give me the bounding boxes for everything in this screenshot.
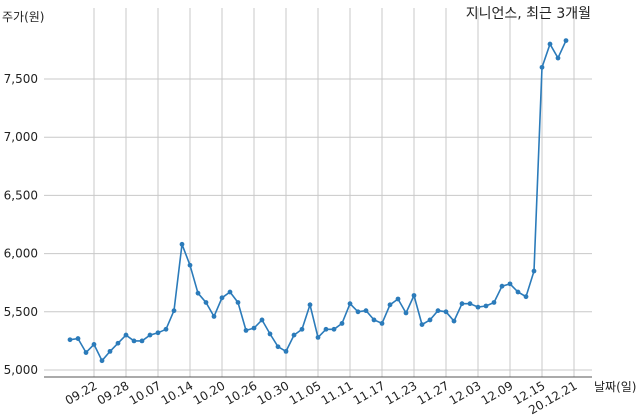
data-point [179, 241, 185, 247]
data-point [355, 309, 361, 315]
data-point [371, 317, 377, 323]
x-tick-label: 10.07 [127, 378, 164, 407]
data-point [483, 303, 489, 309]
data-point [123, 332, 129, 338]
x-tick-label: 09.22 [63, 378, 100, 407]
x-tick-label: 11.23 [383, 378, 420, 407]
data-point [155, 330, 161, 336]
y-tick-labels: 5,000 5,500 6,000 6,500 7,000 7,500 [4, 72, 38, 377]
data-point [339, 321, 345, 326]
data-point [507, 281, 513, 287]
x-tick-label: 12.03 [447, 378, 484, 407]
data-point [147, 332, 153, 338]
x-tick-labels: 09.2209.2810.0710.1410.2010.2610.3011.05… [63, 378, 580, 417]
data-point [211, 314, 217, 319]
data-point [499, 283, 505, 289]
data-point [531, 268, 537, 274]
data-point [227, 289, 233, 295]
data-point [443, 309, 449, 315]
data-point [547, 41, 553, 47]
grid [44, 8, 592, 377]
data-point [187, 262, 193, 268]
data-point [323, 326, 329, 332]
x-tick-label: 12.09 [479, 378, 516, 407]
series [67, 38, 569, 364]
y-tick-label: 6,500 [4, 188, 38, 202]
chart-title: 지니언스, 최근 3개월 [466, 6, 591, 22]
data-point [75, 336, 81, 341]
data-point [139, 338, 145, 344]
data-point [419, 322, 425, 328]
x-tick-label: 11.17 [351, 378, 388, 407]
y-tick-label: 5,500 [4, 305, 38, 319]
data-point [451, 318, 457, 324]
data-point [107, 348, 113, 354]
data-point [235, 300, 241, 305]
x-tick-label: 10.30 [255, 378, 292, 407]
data-point [291, 332, 297, 338]
data-point [411, 293, 417, 298]
x-tick-label: 10.14 [159, 378, 196, 407]
x-tick-label: 11.05 [287, 378, 324, 407]
data-point [299, 326, 305, 332]
data-point [307, 302, 313, 308]
data-point [459, 301, 465, 307]
data-point [99, 358, 105, 364]
data-point [363, 308, 369, 314]
data-point [251, 325, 257, 331]
y-tick-label: 7,500 [4, 72, 38, 86]
x-tick-label: 09.28 [95, 378, 132, 407]
data-point [395, 296, 401, 302]
data-point [347, 301, 353, 307]
data-point [131, 338, 137, 344]
data-point [515, 289, 521, 295]
y-axis-label: 주가(원) [2, 10, 44, 24]
data-point [379, 321, 385, 326]
data-point [315, 335, 321, 340]
data-point [83, 350, 89, 355]
data-point [67, 337, 73, 343]
x-axis-label: 날짜(일) [594, 380, 636, 394]
data-point [267, 331, 273, 337]
data-point [331, 326, 337, 332]
y-tick-label: 5,000 [4, 363, 38, 377]
data-point [195, 290, 201, 296]
data-point [435, 308, 441, 314]
data-point [387, 302, 393, 308]
data-point [203, 300, 209, 305]
data-point [283, 348, 289, 354]
data-point [563, 38, 569, 43]
data-point [403, 310, 409, 316]
data-point [275, 344, 281, 350]
x-tick-label: 10.26 [223, 378, 260, 407]
data-point [539, 64, 545, 70]
x-tick-label: 10.20 [191, 378, 228, 407]
data-point [523, 294, 529, 300]
data-point [91, 341, 97, 347]
data-point [171, 308, 177, 314]
data-point [219, 295, 225, 301]
data-point [259, 317, 265, 323]
data-point [115, 340, 121, 346]
y-tick-label: 6,000 [4, 247, 38, 261]
data-point [163, 326, 169, 332]
data-point [491, 300, 497, 305]
data-point [555, 55, 561, 61]
x-tick-label: 11.11 [319, 378, 356, 407]
y-tick-label: 7,000 [4, 130, 38, 144]
data-point [427, 317, 433, 323]
x-tick-label: 11.27 [415, 378, 452, 407]
data-point [467, 301, 473, 307]
data-point [475, 304, 481, 310]
data-point [243, 328, 249, 333]
